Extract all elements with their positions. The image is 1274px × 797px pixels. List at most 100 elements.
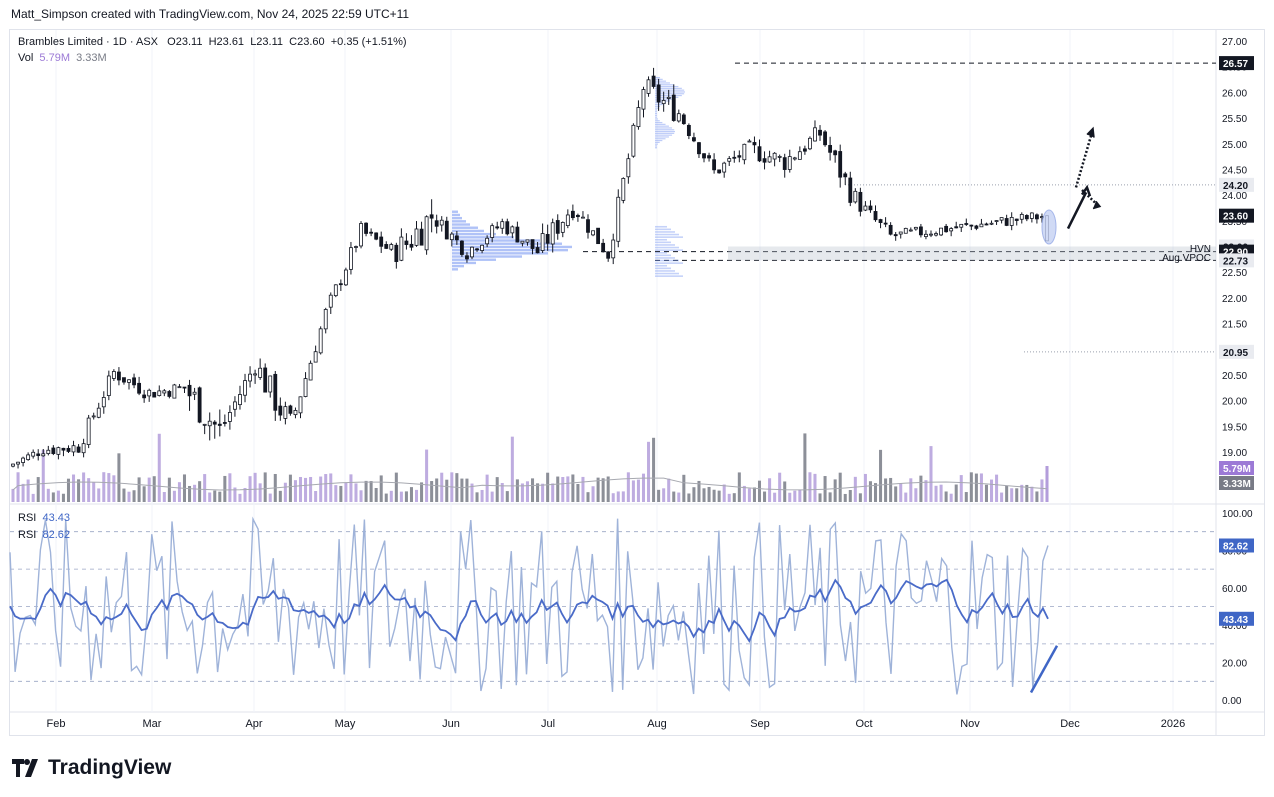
time-tick-label: Jun (442, 718, 460, 730)
candle-body (76, 446, 81, 453)
price-labels: 26.5724.2023.6023.0022.9022.7320.955.79M… (1219, 56, 1254, 626)
price-axis-label: 24.20 (1219, 177, 1254, 192)
candle-body (459, 240, 464, 255)
candle-body (959, 223, 964, 228)
candle-body (66, 447, 71, 452)
candle (283, 401, 288, 425)
candle-body (792, 157, 797, 160)
candle (722, 161, 727, 178)
candle (515, 221, 520, 243)
candle (16, 461, 20, 469)
candle-body (490, 225, 495, 238)
ohlc-close: C23.60 (289, 36, 325, 48)
volume-bar (682, 474, 686, 502)
volume-bar (631, 480, 635, 502)
candle-body (268, 375, 273, 393)
candle (581, 211, 585, 219)
price-axis: 19.0019.5020.0020.5021.0021.5022.0022.50… (1222, 37, 1253, 707)
volume-bar (919, 475, 923, 502)
candle (343, 267, 348, 286)
candle (31, 449, 36, 459)
volume-bar (485, 474, 489, 502)
candle-body (288, 405, 293, 414)
candle-body (782, 157, 787, 170)
candle (782, 153, 787, 178)
volume-bar (152, 476, 156, 502)
candle (727, 156, 732, 166)
volume-bar (818, 493, 822, 502)
time-tick-label: Apr (245, 718, 262, 730)
candle (1004, 214, 1009, 227)
candle (454, 231, 459, 245)
volume-bar (167, 477, 171, 502)
candle (248, 366, 252, 388)
volume-bar (238, 493, 242, 502)
candle (792, 156, 797, 161)
volume-bar (137, 477, 141, 502)
rsi-slow-line (9, 578, 1049, 643)
volume-bar (657, 489, 661, 502)
volume-bar (1040, 479, 1044, 502)
candle-body (364, 222, 368, 234)
candle-body (974, 225, 979, 229)
volume-bar (788, 492, 792, 502)
candle (989, 220, 994, 226)
highlight-ellipse (1041, 209, 1057, 245)
volume-bar (11, 488, 15, 502)
candle-body (545, 234, 550, 244)
volume-bar (304, 477, 308, 502)
candle-body (651, 75, 656, 87)
candle-body (444, 220, 449, 240)
volume-bar (339, 485, 343, 502)
candle (596, 227, 601, 245)
candle-body (984, 223, 989, 226)
price-tick-label: 25.00 (1222, 140, 1247, 151)
volume-profile-row (655, 132, 675, 134)
volume-bar (752, 487, 756, 502)
price-axis-label: 22.73 (1219, 253, 1254, 268)
volume-bar (843, 493, 847, 502)
candle (974, 224, 979, 231)
volume-bar (768, 478, 772, 502)
volume-axis-label-text: 5.79M (1223, 464, 1251, 475)
candle (702, 153, 706, 163)
price-tick-label: 22.50 (1222, 268, 1247, 279)
candle (127, 379, 131, 390)
candle (338, 279, 343, 292)
candle (349, 241, 353, 275)
volume-value: 5.79M (39, 52, 70, 64)
candle (661, 91, 666, 112)
volume-bar (102, 472, 106, 502)
candle (429, 199, 434, 233)
volume-bar (969, 472, 973, 502)
volume-profile-row (452, 258, 496, 261)
candle-body (222, 422, 227, 424)
volume-profile-row (452, 220, 466, 223)
volume-bar (995, 474, 999, 502)
rsi-axis-label-text: 43.43 (1223, 615, 1248, 626)
tradingview-logo[interactable]: TradingView (12, 756, 171, 780)
candle-body (1019, 213, 1024, 220)
rsi-tick-label: 60.00 (1222, 584, 1247, 595)
volume-bar (591, 486, 595, 502)
volume-bar (213, 490, 217, 502)
candle (944, 223, 949, 233)
volume-bar (793, 490, 797, 502)
volume-bar (314, 491, 318, 502)
candle-body (328, 294, 333, 308)
candle-body (535, 247, 540, 254)
candle (66, 445, 71, 453)
volume-bar (56, 490, 60, 502)
candle-body (646, 79, 651, 94)
volume-profile-row (655, 107, 659, 109)
volume-profile-row (452, 242, 562, 245)
volume-bar (223, 475, 227, 502)
candle (459, 240, 464, 257)
volume-bar (41, 449, 45, 502)
volume-bar (773, 492, 777, 502)
candle (86, 414, 91, 449)
ohlc-low: L23.11 (250, 36, 284, 48)
candle-body (449, 233, 454, 241)
